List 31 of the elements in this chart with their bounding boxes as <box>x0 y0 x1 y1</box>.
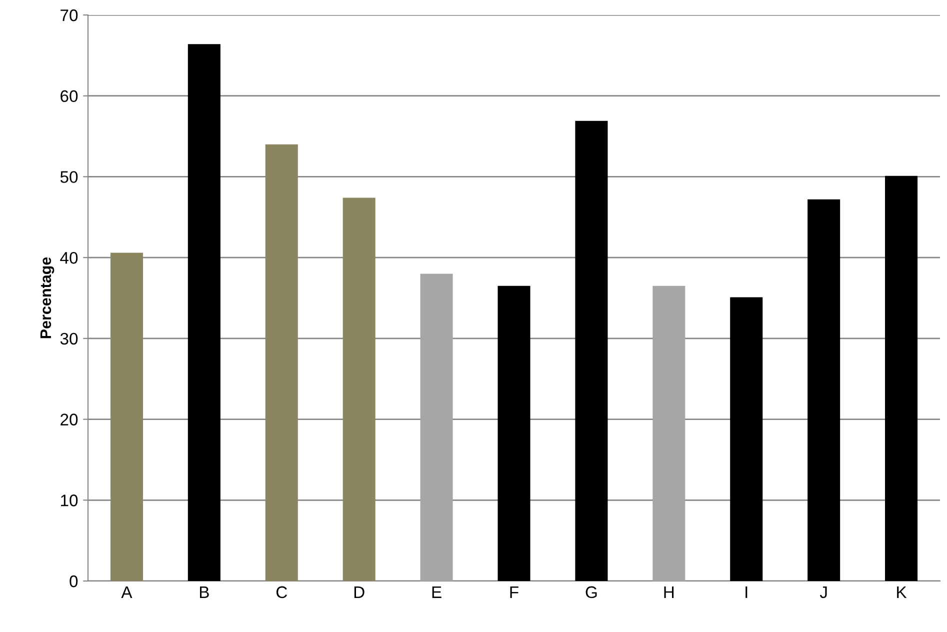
x-tick-label: G <box>586 586 597 598</box>
x-tick-label: J <box>820 586 827 598</box>
x-tick-label: C <box>276 586 288 598</box>
bar <box>808 199 840 581</box>
y-axis-title: Percentage <box>40 257 54 338</box>
x-tick-label: A <box>121 586 132 598</box>
x-tick-label: B <box>200 586 209 598</box>
y-tick-label: 30 <box>60 332 78 345</box>
y-tick-label: 0 <box>70 575 78 588</box>
bar <box>885 176 918 581</box>
bar <box>188 44 220 581</box>
y-tick-label: 60 <box>60 90 78 102</box>
y-tick-label: 10 <box>61 494 78 506</box>
y-tick-label: 70 <box>60 9 78 22</box>
x-tick-label: E <box>432 586 442 598</box>
x-tick-label: I <box>746 586 748 598</box>
y-tick-label: 40 <box>60 252 78 264</box>
x-tick-label: F <box>510 586 518 598</box>
x-tick-label: K <box>897 586 907 598</box>
bar <box>342 198 376 581</box>
bar <box>110 252 143 581</box>
bar <box>420 274 453 581</box>
x-tick-label: D <box>354 586 364 598</box>
bar <box>730 297 763 581</box>
x-tick-label: H <box>664 586 674 598</box>
bar <box>652 286 686 581</box>
bar <box>498 286 530 581</box>
bar <box>265 144 298 581</box>
bar <box>575 120 608 581</box>
y-tick-label: 50 <box>60 171 78 183</box>
y-tick-label: 20 <box>60 414 78 426</box>
